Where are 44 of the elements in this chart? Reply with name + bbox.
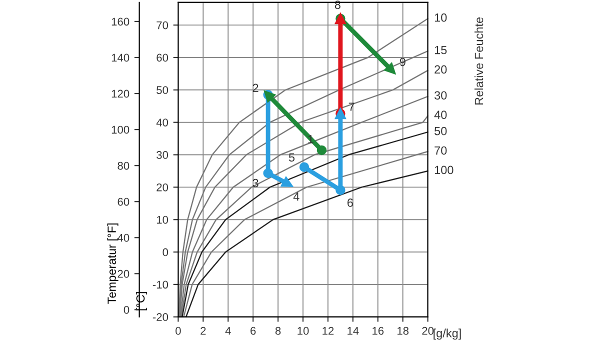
y2-tick-label: 40 [117,234,130,242]
x-tick-label: 10 [298,326,309,335]
y2-tick-label: 140 [112,54,130,62]
y-tick-label: 50 [156,86,168,94]
series-label: 100 [434,166,454,174]
y2-tick-label: 160 [112,18,130,26]
y2-tick-label: 80 [118,162,130,170]
x-tick-label: 2 [200,326,206,335]
annotation: 4 [293,192,300,201]
x-tick-label: 8 [275,326,281,335]
y2-tick-label: 60 [118,198,130,206]
y-tick-label: 40 [156,118,168,126]
x-tick-label: 20 [422,326,434,335]
legend-title: Relative Feuchte [474,17,484,105]
y-tick-label: -20 [152,313,168,322]
y-tick-label: 70 [156,21,168,30]
series-label: 30 [434,91,447,100]
x-tick-label: 14 [348,327,359,335]
y-tick-label: 30 [156,151,168,159]
y2-tick-label: 100 [112,126,130,134]
x-tick-label: 12 [322,326,334,335]
x-tick-label: 4 [225,327,231,335]
annotation: 5 [288,153,295,162]
x-tick-label: 16 [372,326,384,335]
series-label: 15 [434,46,447,54]
y-tick-label: 20 [156,183,168,192]
x-axis-title: [g/kg] [434,328,461,340]
y2-tick-label: 20 [118,270,130,278]
series-label: 70 [434,146,447,155]
series-label: 50 [434,126,447,136]
y-tick-label: 60 [156,54,168,62]
series-label: 40 [434,110,447,120]
annotation: 1 [308,135,314,144]
y2-axis-title: Temperatur [°F] [107,224,118,304]
y-tick-label: -10 [152,280,168,289]
x-tick-label: 6 [250,326,256,335]
y-tick-label: 10 [156,216,168,224]
x-tick-label: 18 [398,326,409,335]
x-tick-label: 0 [176,326,181,335]
y2-tick-label: 120 [112,90,130,98]
series-label: 10 [434,13,447,22]
y-tick-label: 0 [162,248,168,256]
series-label: 20 [434,65,447,74]
y2-tick-label: 0 [124,306,130,314]
